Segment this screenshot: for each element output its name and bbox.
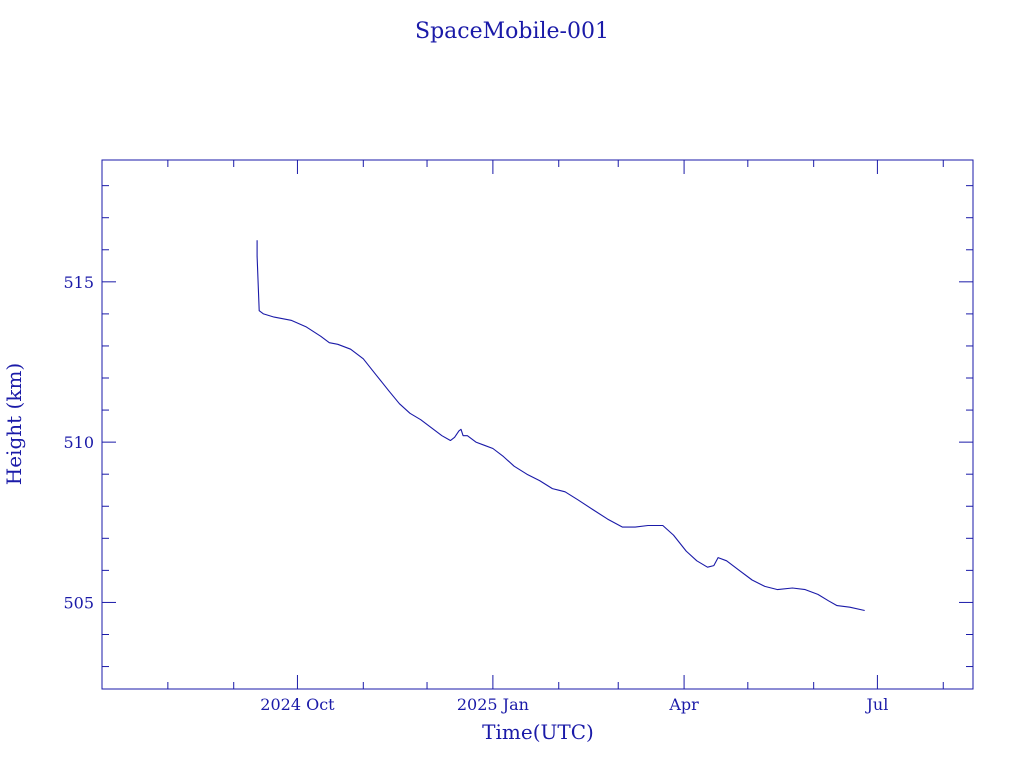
x-tick-label: 2025 Jan xyxy=(457,695,529,714)
chart-title: SpaceMobile-001 xyxy=(415,19,609,44)
x-tick-label: 2024 Oct xyxy=(260,695,335,714)
axis-ticks xyxy=(102,160,973,689)
y-tick-label: 510 xyxy=(63,433,94,452)
axis-tick-labels: 2024 Oct 2025 Jan Apr Jul 505 510 515 xyxy=(63,273,888,714)
plot-frame xyxy=(101,159,974,690)
y-tick-label: 505 xyxy=(63,593,94,612)
x-tick-label: Jul xyxy=(864,695,888,714)
height-series-line xyxy=(256,240,865,612)
x-axis-label: Time(UTC) xyxy=(482,720,594,744)
y-tick-label: 515 xyxy=(63,273,94,292)
x-tick-label: Apr xyxy=(668,695,699,714)
y-axis-label: Height (km) xyxy=(2,363,26,485)
